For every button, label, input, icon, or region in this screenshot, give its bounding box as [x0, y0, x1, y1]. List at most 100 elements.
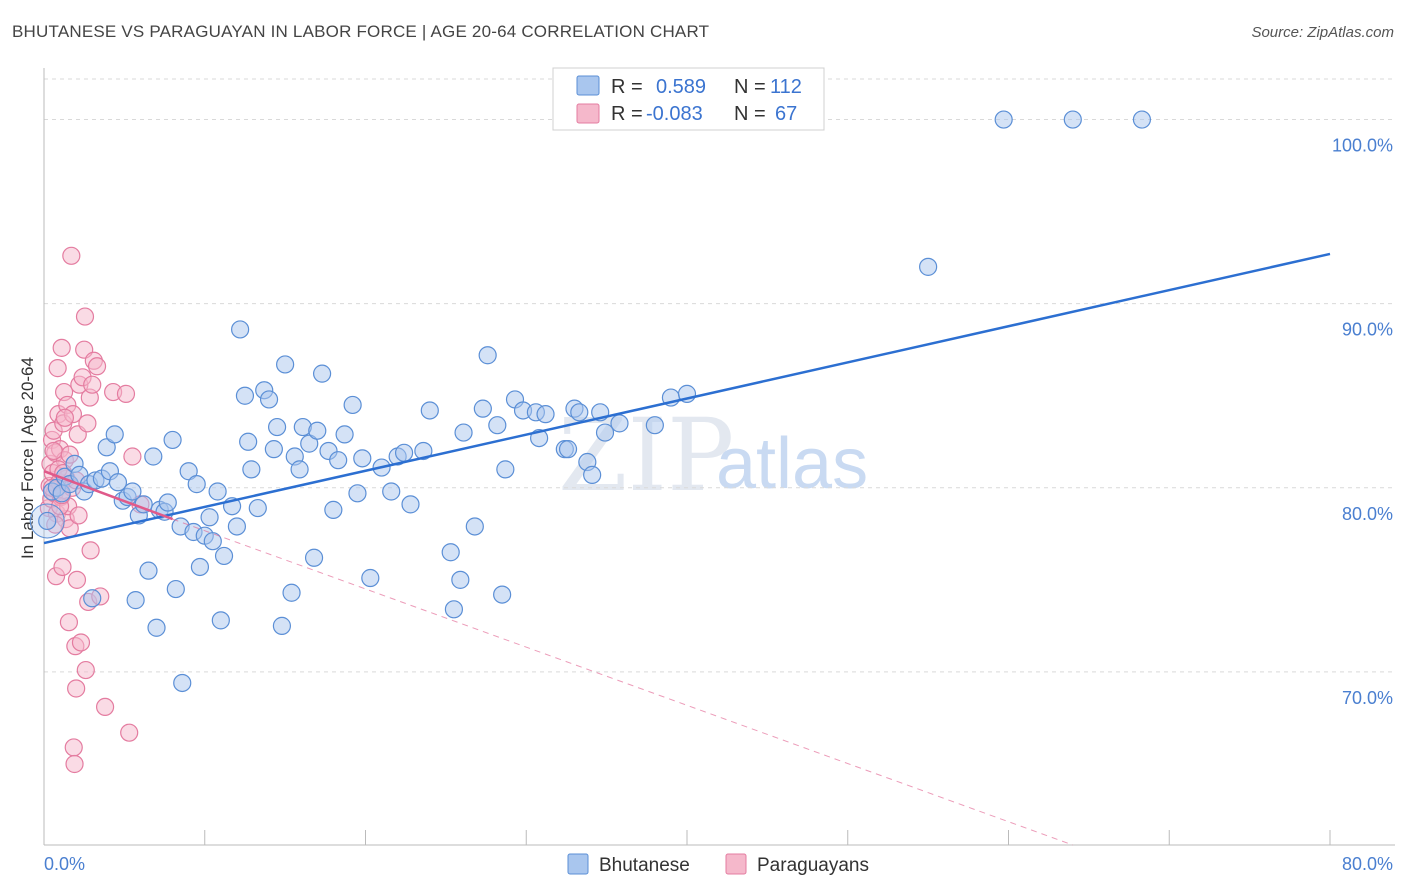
- trend-lines: [43, 252, 1331, 846]
- bhutanese-point-53: [267, 417, 287, 437]
- grid-lines: [44, 78, 1395, 673]
- bhutanese-point-49: [248, 498, 267, 518]
- legend-swatch-paraguayans: [576, 103, 600, 124]
- bhutanese-point-102: [610, 414, 629, 433]
- paraguayans-point-54: [120, 723, 139, 742]
- bhutanese-point-95: [558, 440, 578, 459]
- paraguayans-point-58: [44, 441, 63, 461]
- paraguayans-trend-line: [43, 470, 174, 521]
- paraguayans-point-34: [67, 570, 87, 589]
- bhutanese-point-29: [163, 430, 182, 450]
- bhutanese-point-54: [272, 616, 292, 635]
- paraguayans-point-17: [53, 557, 72, 577]
- legend-r-label-2: R =: [611, 103, 643, 125]
- bhutanese-point-84: [473, 399, 492, 418]
- bhutanese-point-79: [441, 543, 460, 562]
- watermark-atlas: atlas: [716, 424, 868, 504]
- paraguayans-point-30: [64, 738, 83, 757]
- bhutanese-point-62: [308, 421, 327, 440]
- legend-n-label-1: N =: [734, 76, 766, 98]
- bhutanese-point-46: [235, 386, 255, 405]
- bhutanese-point-85: [478, 346, 497, 365]
- bhutanese-point-42: [214, 546, 234, 566]
- bhutanese-trend-line: [43, 252, 1331, 545]
- paraguayans-point-53: [116, 384, 136, 403]
- bhutanese-point-10: [83, 589, 102, 608]
- bhutanese-point-82: [454, 423, 473, 442]
- bhutanese-point-68: [343, 395, 362, 415]
- bhutanese-point-0: [38, 511, 57, 531]
- bhutanese-point-38: [200, 508, 219, 527]
- bhutanese-point-69: [348, 484, 367, 503]
- bottom-legend-paraguayans: Paraguayans: [757, 855, 869, 876]
- paraguayans-point-51: [95, 697, 115, 717]
- bhutanese-point-109: [1132, 110, 1152, 129]
- paraguayans-point-33: [67, 679, 86, 698]
- chart-title: BHUTANESE VS PARAGUAYAN IN LABOR FORCE |…: [12, 22, 710, 41]
- bhutanese-point-67: [335, 425, 354, 444]
- paraguayans-trend-extension: [172, 518, 1073, 846]
- paraguayans-point-43: [78, 414, 97, 433]
- bhutanese-point-65: [324, 500, 343, 519]
- bhutanese-point-19: [123, 482, 142, 501]
- paraguayans-point-47: [83, 375, 102, 394]
- paraguayans-point-63: [55, 408, 74, 427]
- bhutanese-point-13: [97, 438, 116, 457]
- legend-swatch-bhutanese: [576, 75, 600, 96]
- legend-r-label-1: R =: [611, 76, 643, 98]
- bhutanese-point-20: [126, 591, 145, 610]
- bhutanese-point-25: [147, 618, 166, 637]
- bhutanese-point-93: [536, 405, 555, 424]
- bhutanese-point-78: [420, 401, 439, 420]
- bhutanese-point-75: [394, 443, 414, 462]
- bhutanese-point-35: [187, 475, 206, 494]
- bottom-legend-bhutanese: Bhutanese: [599, 855, 690, 876]
- bhutanese-point-30: [166, 579, 185, 599]
- legend-n-value-2: 67: [775, 103, 797, 125]
- bhutanese-point-36: [190, 557, 210, 577]
- bhutanese-point-51: [259, 390, 279, 409]
- bhutanese-point-83: [465, 517, 484, 536]
- bhutanese-point-88: [496, 460, 515, 479]
- paraguayans-point-16: [52, 338, 71, 357]
- paraguayans-point-49: [87, 357, 107, 376]
- legend-n-value-1: 112: [770, 76, 802, 98]
- bhutanese-point-106: [919, 257, 938, 276]
- bhutanese-point-70: [353, 449, 372, 468]
- bhutanese-point-61: [304, 548, 324, 567]
- bhutanese-point-73: [382, 482, 401, 501]
- bhutanese-point-47: [239, 432, 258, 451]
- bhutanese-point-97: [570, 403, 589, 422]
- bhutanese-point-103: [645, 416, 664, 435]
- bhutanese-point-86: [488, 416, 507, 435]
- bhutanese-point-32: [173, 673, 192, 693]
- legend-r-value-2: -0.083: [646, 103, 703, 125]
- bhutanese-point-39: [203, 532, 222, 551]
- bhutanese-point-63: [312, 364, 332, 383]
- bhutanese-point-60: [300, 434, 319, 453]
- y-tick-label-2: 90.0%: [1342, 320, 1393, 340]
- bhutanese-point-66: [329, 451, 348, 470]
- bhutanese-point-41: [211, 611, 230, 630]
- x-tick-label-0: 0.0%: [44, 854, 85, 874]
- paraguayans-point-42: [76, 660, 95, 680]
- paraguayans-point-25: [59, 613, 79, 632]
- bhutanese-point-71: [361, 568, 380, 588]
- bhutanese-point-28: [158, 493, 177, 512]
- bottom-legend-swatch-bhutanese: [567, 853, 589, 875]
- bhutanese-point-48: [242, 460, 261, 479]
- y-tick-label-1: 80.0%: [1342, 504, 1393, 524]
- axes: [43, 68, 1395, 846]
- paraguayans-point-36: [69, 506, 88, 525]
- paraguayans-point-38: [71, 633, 91, 652]
- bhutanese-point-52: [264, 440, 283, 459]
- paraguayans-point-31: [65, 754, 84, 774]
- bhutanese-point-55: [276, 355, 295, 374]
- bhutanese-point-108: [1063, 110, 1082, 129]
- bhutanese-point-99: [583, 465, 602, 485]
- bhutanese-point-76: [401, 495, 420, 514]
- bhutanese-point-23: [139, 561, 158, 580]
- bhutanese-point-107: [994, 110, 1013, 129]
- bhutanese-point-45: [231, 320, 250, 339]
